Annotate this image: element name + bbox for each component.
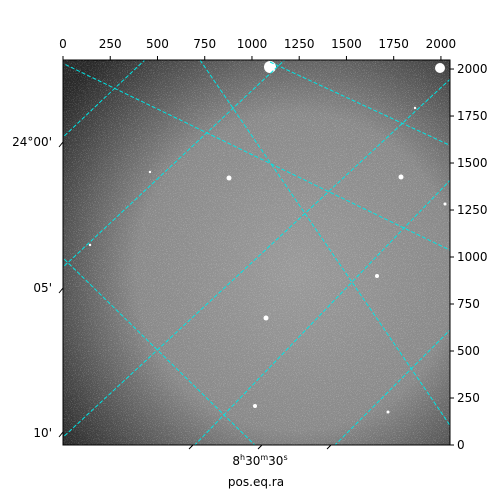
x-tick-label: 250 xyxy=(99,37,122,51)
world-x-tick-label: 8h30m30s xyxy=(232,453,287,468)
y-tick-label: 1750 xyxy=(457,109,488,123)
x-tick-label: 1750 xyxy=(378,37,409,51)
stars xyxy=(88,61,447,414)
x-tick-label: 1250 xyxy=(284,37,315,51)
x-tick-label: 1000 xyxy=(237,37,268,51)
x-tick-label: 750 xyxy=(193,37,216,51)
part: 8 xyxy=(232,454,240,468)
part: 30 xyxy=(245,454,260,468)
world-y-tick-label: 10' xyxy=(33,426,52,440)
part: m xyxy=(260,453,268,462)
y-tick-label: 750 xyxy=(457,297,480,311)
y-tick-label: 1000 xyxy=(457,250,488,264)
y-tick-label: 500 xyxy=(457,344,480,358)
world-ticks xyxy=(58,141,332,450)
world-y-tick-label: 05' xyxy=(33,281,52,295)
y-tick-label: 1250 xyxy=(457,203,488,217)
world-y-tick-label: 24°00' xyxy=(12,135,52,149)
x-tick-label: 1500 xyxy=(331,37,362,51)
part: 30 xyxy=(268,454,283,468)
x-tick-label: 0 xyxy=(59,37,67,51)
x-tick-label: 500 xyxy=(146,37,169,51)
y-tick-label: 1500 xyxy=(457,156,488,170)
frame xyxy=(62,59,451,446)
y-tick-label: 250 xyxy=(457,391,480,405)
y-tick-label: 0 xyxy=(457,438,465,452)
part: h xyxy=(240,453,245,462)
noise xyxy=(63,60,450,445)
y-tick-label: 2000 xyxy=(457,62,488,76)
world-grid xyxy=(63,60,450,445)
part: s xyxy=(283,453,287,462)
x-tick-label: 2000 xyxy=(426,37,457,51)
x-axis-label: pos.eq.ra xyxy=(228,475,284,489)
